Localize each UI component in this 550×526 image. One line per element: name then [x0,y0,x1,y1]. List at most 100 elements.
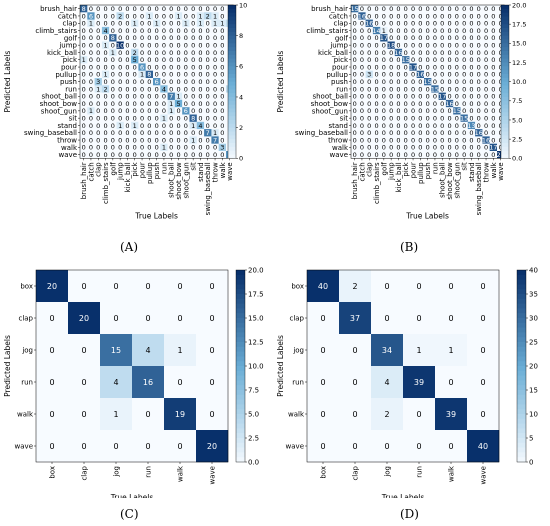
heatmap-cell [138,63,146,71]
heatmap-cell [409,63,417,71]
cell-value: 0 [404,34,408,42]
heatmap-cell [431,107,439,115]
heatmap-cell [339,398,372,431]
cell-value: 0 [96,41,100,49]
cell-value: 0 [411,136,415,144]
heatmap-cell [497,41,505,49]
heatmap-cell [196,366,229,399]
heatmap-cell [204,143,212,152]
cell-value: 0 [389,93,393,101]
cell-value: 0 [184,144,188,152]
heatmap-cell [94,99,103,108]
colorbar-step [228,70,236,75]
heatmap-cell [445,107,454,115]
heatmap-cell [403,302,436,335]
cell-value: 0 [389,151,393,159]
heatmap-cell [475,151,483,159]
cell-value: 0 [469,136,473,144]
cell-value: 0 [89,122,93,130]
heatmap-cell [416,41,425,49]
cell-value: 0 [411,20,415,28]
heatmap-cell [438,92,447,101]
panel-label-c: (C) [120,507,139,521]
cell-value: 0 [49,314,54,323]
heatmap-cell [497,85,505,93]
colorbar-tick-label: 5.0 [248,410,259,418]
heatmap-cell [109,107,117,115]
cell-value: 0 [389,27,393,35]
heatmap-cell [218,70,227,79]
cell-value: 0 [462,49,466,57]
cell-value: 0 [111,5,115,13]
x-tick-label: walk [219,161,227,178]
x-tick-label: wave [208,466,216,484]
cell-value: 1 [184,20,188,28]
heatmap-cell [101,107,110,115]
cell-value: 0 [455,122,459,130]
heatmap-cell [167,107,176,115]
heatmap-cell [116,114,124,122]
heatmap-cell [101,5,110,13]
heatmap-cell [100,302,133,335]
cell-value: 0 [125,63,129,71]
colorbar-step [228,127,236,132]
heatmap-cell [132,398,165,431]
cell-value: 0 [147,114,151,122]
cell-value: 0 [184,78,188,86]
cell-value: 0 [191,78,195,86]
cell-value: 0 [426,85,430,93]
heatmap-cell [409,107,417,115]
cell-value: 0 [440,144,444,152]
heatmap-cell [167,92,176,101]
heatmap-cell [467,56,476,64]
cell-value: 15 [351,5,359,13]
heatmap-cell [438,12,447,20]
heatmap-cell [453,92,461,101]
colorbar-step [228,89,236,94]
y-tick-label: shoot_bow [311,100,349,108]
heatmap-cell [403,366,436,399]
cell-value: 0 [462,129,466,137]
cell-value: 0 [491,129,495,137]
cell-value: 0 [140,107,144,115]
cell-value: 0 [484,41,488,49]
cell-value: 0 [198,144,202,152]
heatmap-cell [475,99,483,108]
heatmap-cell [68,398,101,431]
heatmap-cell [424,48,432,57]
heatmap-cell [123,26,132,35]
colorbar-step [517,428,526,434]
cell-value: 1 [118,122,122,130]
heatmap-cell [109,41,117,49]
heatmap-cell [424,19,432,28]
cell-value: 0 [162,27,166,35]
heatmap-cell [365,48,374,57]
heatmap-cell [431,41,439,49]
cell-value: 0 [360,144,364,152]
heatmap-cell [196,5,205,13]
heatmap-cell [218,78,227,86]
heatmap-cell [218,151,227,159]
heatmap-cell [218,99,227,108]
heatmap-cell [123,48,132,57]
cell-value: 8 [147,71,151,79]
heatmap-cell [160,26,168,35]
heatmap-cell [218,19,227,28]
cell-value: 0 [191,20,195,28]
cell-value: 0 [220,34,224,42]
cell-value: 0 [469,144,473,152]
cell-value: 0 [367,93,371,101]
heatmap-cell [372,70,381,79]
heatmap-cell [182,5,190,13]
colorbar-step [228,131,236,136]
cell-value: 0 [477,27,481,35]
heatmap-cell [482,19,490,28]
heatmap-cell [372,5,381,13]
cell-value: 0 [125,49,129,57]
heatmap-cell [174,56,183,64]
heatmap-cell [467,334,500,367]
y-tick-label: run [336,85,348,93]
cell-value: 0 [198,114,202,122]
colorbar-step [236,351,245,357]
colorbar-tick-label: 10.0 [512,78,526,86]
